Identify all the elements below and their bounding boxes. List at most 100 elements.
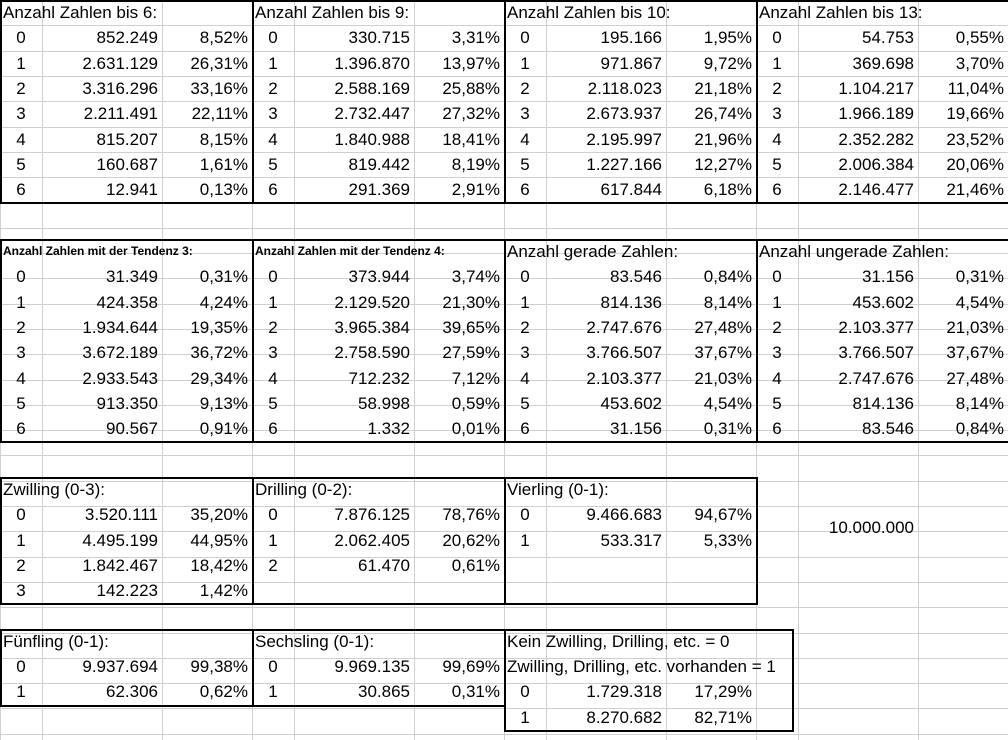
percent-value: 9,13% bbox=[199, 394, 248, 413]
row-index: 0 bbox=[268, 267, 278, 286]
row-index: 6 bbox=[520, 180, 530, 199]
count-value: 195.166 bbox=[600, 28, 662, 47]
count-value: 3.965.384 bbox=[334, 318, 410, 337]
count-value: 814.136 bbox=[852, 394, 914, 413]
count-value: 31.156 bbox=[610, 419, 662, 438]
count-value: 160.687 bbox=[96, 155, 158, 174]
count-value: 1.104.217 bbox=[838, 79, 914, 98]
row-index: 3 bbox=[16, 343, 26, 362]
row-index: 3 bbox=[772, 104, 782, 123]
count-value: 62.306 bbox=[106, 682, 158, 701]
table-title: Anzahl Zahlen mit der Tendenz 3: bbox=[3, 244, 193, 258]
row-index: 2 bbox=[16, 318, 26, 337]
gridline-col bbox=[546, 0, 547, 740]
percent-value: 18,41% bbox=[442, 130, 500, 149]
count-value: 31.349 bbox=[106, 267, 158, 286]
percent-value: 13,97% bbox=[442, 54, 500, 73]
count-value: 1.934.644 bbox=[82, 318, 158, 337]
row-index: 1 bbox=[520, 54, 530, 73]
table-title: Anzahl Zahlen bis 13: bbox=[759, 3, 923, 22]
row-index: 6 bbox=[772, 419, 782, 438]
percent-value: 21,46% bbox=[946, 180, 1004, 199]
row-index: 0 bbox=[16, 505, 26, 524]
percent-value: 27,32% bbox=[442, 104, 500, 123]
row-index: 6 bbox=[16, 180, 26, 199]
count-value: 54.753 bbox=[862, 28, 914, 47]
row-index: 1 bbox=[16, 531, 26, 550]
table-title: Anzahl Zahlen bis 6: bbox=[3, 3, 158, 22]
percent-value: 0,31% bbox=[451, 682, 500, 701]
row-index: 4 bbox=[772, 130, 782, 149]
row-index: 0 bbox=[520, 505, 530, 524]
count-value: 12.941 bbox=[106, 180, 158, 199]
row-index: 2 bbox=[520, 79, 530, 98]
row-index: 4 bbox=[520, 369, 530, 388]
percent-value: 4,54% bbox=[955, 293, 1004, 312]
count-value: 617.844 bbox=[600, 180, 662, 199]
row-index: 2 bbox=[268, 318, 278, 337]
count-value: 2.747.676 bbox=[586, 318, 662, 337]
row-index: 1 bbox=[268, 531, 278, 550]
count-value: 2.062.405 bbox=[334, 531, 410, 550]
table-title: Anzahl Zahlen bis 10: bbox=[507, 3, 671, 22]
row-index: 4 bbox=[16, 369, 26, 388]
row-index: 5 bbox=[268, 155, 278, 174]
row-index: 3 bbox=[268, 343, 278, 362]
count-value: 819.442 bbox=[348, 155, 410, 174]
percent-value: 27,48% bbox=[694, 318, 752, 337]
percent-value: 0,55% bbox=[955, 28, 1004, 47]
count-value: 90.567 bbox=[106, 419, 158, 438]
percent-value: 36,72% bbox=[190, 343, 248, 362]
count-value: 8.270.682 bbox=[586, 708, 662, 727]
table-title: Sechsling (0-1): bbox=[255, 632, 375, 651]
row-index: 6 bbox=[268, 419, 278, 438]
row-index: 0 bbox=[520, 267, 530, 286]
percent-value: 0,84% bbox=[703, 267, 752, 286]
count-value: 2.006.384 bbox=[838, 155, 914, 174]
percent-value: 19,66% bbox=[946, 104, 1004, 123]
percent-value: 8,52% bbox=[199, 28, 248, 47]
count-value: 3.672.189 bbox=[82, 343, 158, 362]
row-index: 6 bbox=[16, 419, 26, 438]
count-value: 9.466.683 bbox=[586, 505, 662, 524]
count-value: 83.546 bbox=[862, 419, 914, 438]
count-value: 2.588.169 bbox=[334, 79, 410, 98]
count-value: 712.232 bbox=[348, 369, 410, 388]
percent-value: 18,42% bbox=[190, 556, 248, 575]
percent-value: 8,14% bbox=[955, 394, 1004, 413]
percent-value: 4,24% bbox=[199, 293, 248, 312]
percent-value: 35,20% bbox=[190, 505, 248, 524]
count-value: 2.758.590 bbox=[334, 343, 410, 362]
count-value: 424.358 bbox=[96, 293, 158, 312]
count-value: 83.546 bbox=[610, 267, 662, 286]
percent-value: 0,84% bbox=[955, 419, 1004, 438]
row-index: 5 bbox=[772, 394, 782, 413]
percent-value: 99,69% bbox=[442, 657, 500, 676]
row-index: 2 bbox=[520, 318, 530, 337]
table-title: Vierling (0-1): bbox=[507, 480, 609, 499]
count-value: 2.195.997 bbox=[586, 130, 662, 149]
percent-value: 27,48% bbox=[946, 369, 1004, 388]
table-subtitle: Zwilling, Drilling, etc. vorhanden = 1 bbox=[507, 657, 776, 676]
table-title: Kein Zwilling, Drilling, etc. = 0 bbox=[507, 632, 730, 651]
count-value: 373.944 bbox=[348, 267, 410, 286]
count-value: 1.966.189 bbox=[838, 104, 914, 123]
row-index: 1 bbox=[16, 293, 26, 312]
percent-value: 3,74% bbox=[451, 267, 500, 286]
table-title: Anzahl Zahlen mit der Tendenz 4: bbox=[255, 244, 445, 258]
percent-value: 5,33% bbox=[703, 531, 752, 550]
gridline-col bbox=[798, 0, 799, 740]
percent-value: 33,16% bbox=[190, 79, 248, 98]
percent-value: 0,62% bbox=[199, 682, 248, 701]
percent-value: 21,03% bbox=[946, 318, 1004, 337]
row-index: 5 bbox=[772, 155, 782, 174]
count-value: 330.715 bbox=[348, 28, 410, 47]
percent-value: 19,35% bbox=[190, 318, 248, 337]
table-title: Drilling (0-2): bbox=[255, 480, 353, 499]
percent-value: 9,72% bbox=[703, 54, 752, 73]
table-title: Anzahl Zahlen bis 9: bbox=[255, 3, 410, 22]
count-value: 971.867 bbox=[600, 54, 662, 73]
count-value: 7.876.125 bbox=[334, 505, 410, 524]
row-index: 5 bbox=[16, 394, 26, 413]
count-value: 3.520.111 bbox=[84, 505, 158, 524]
